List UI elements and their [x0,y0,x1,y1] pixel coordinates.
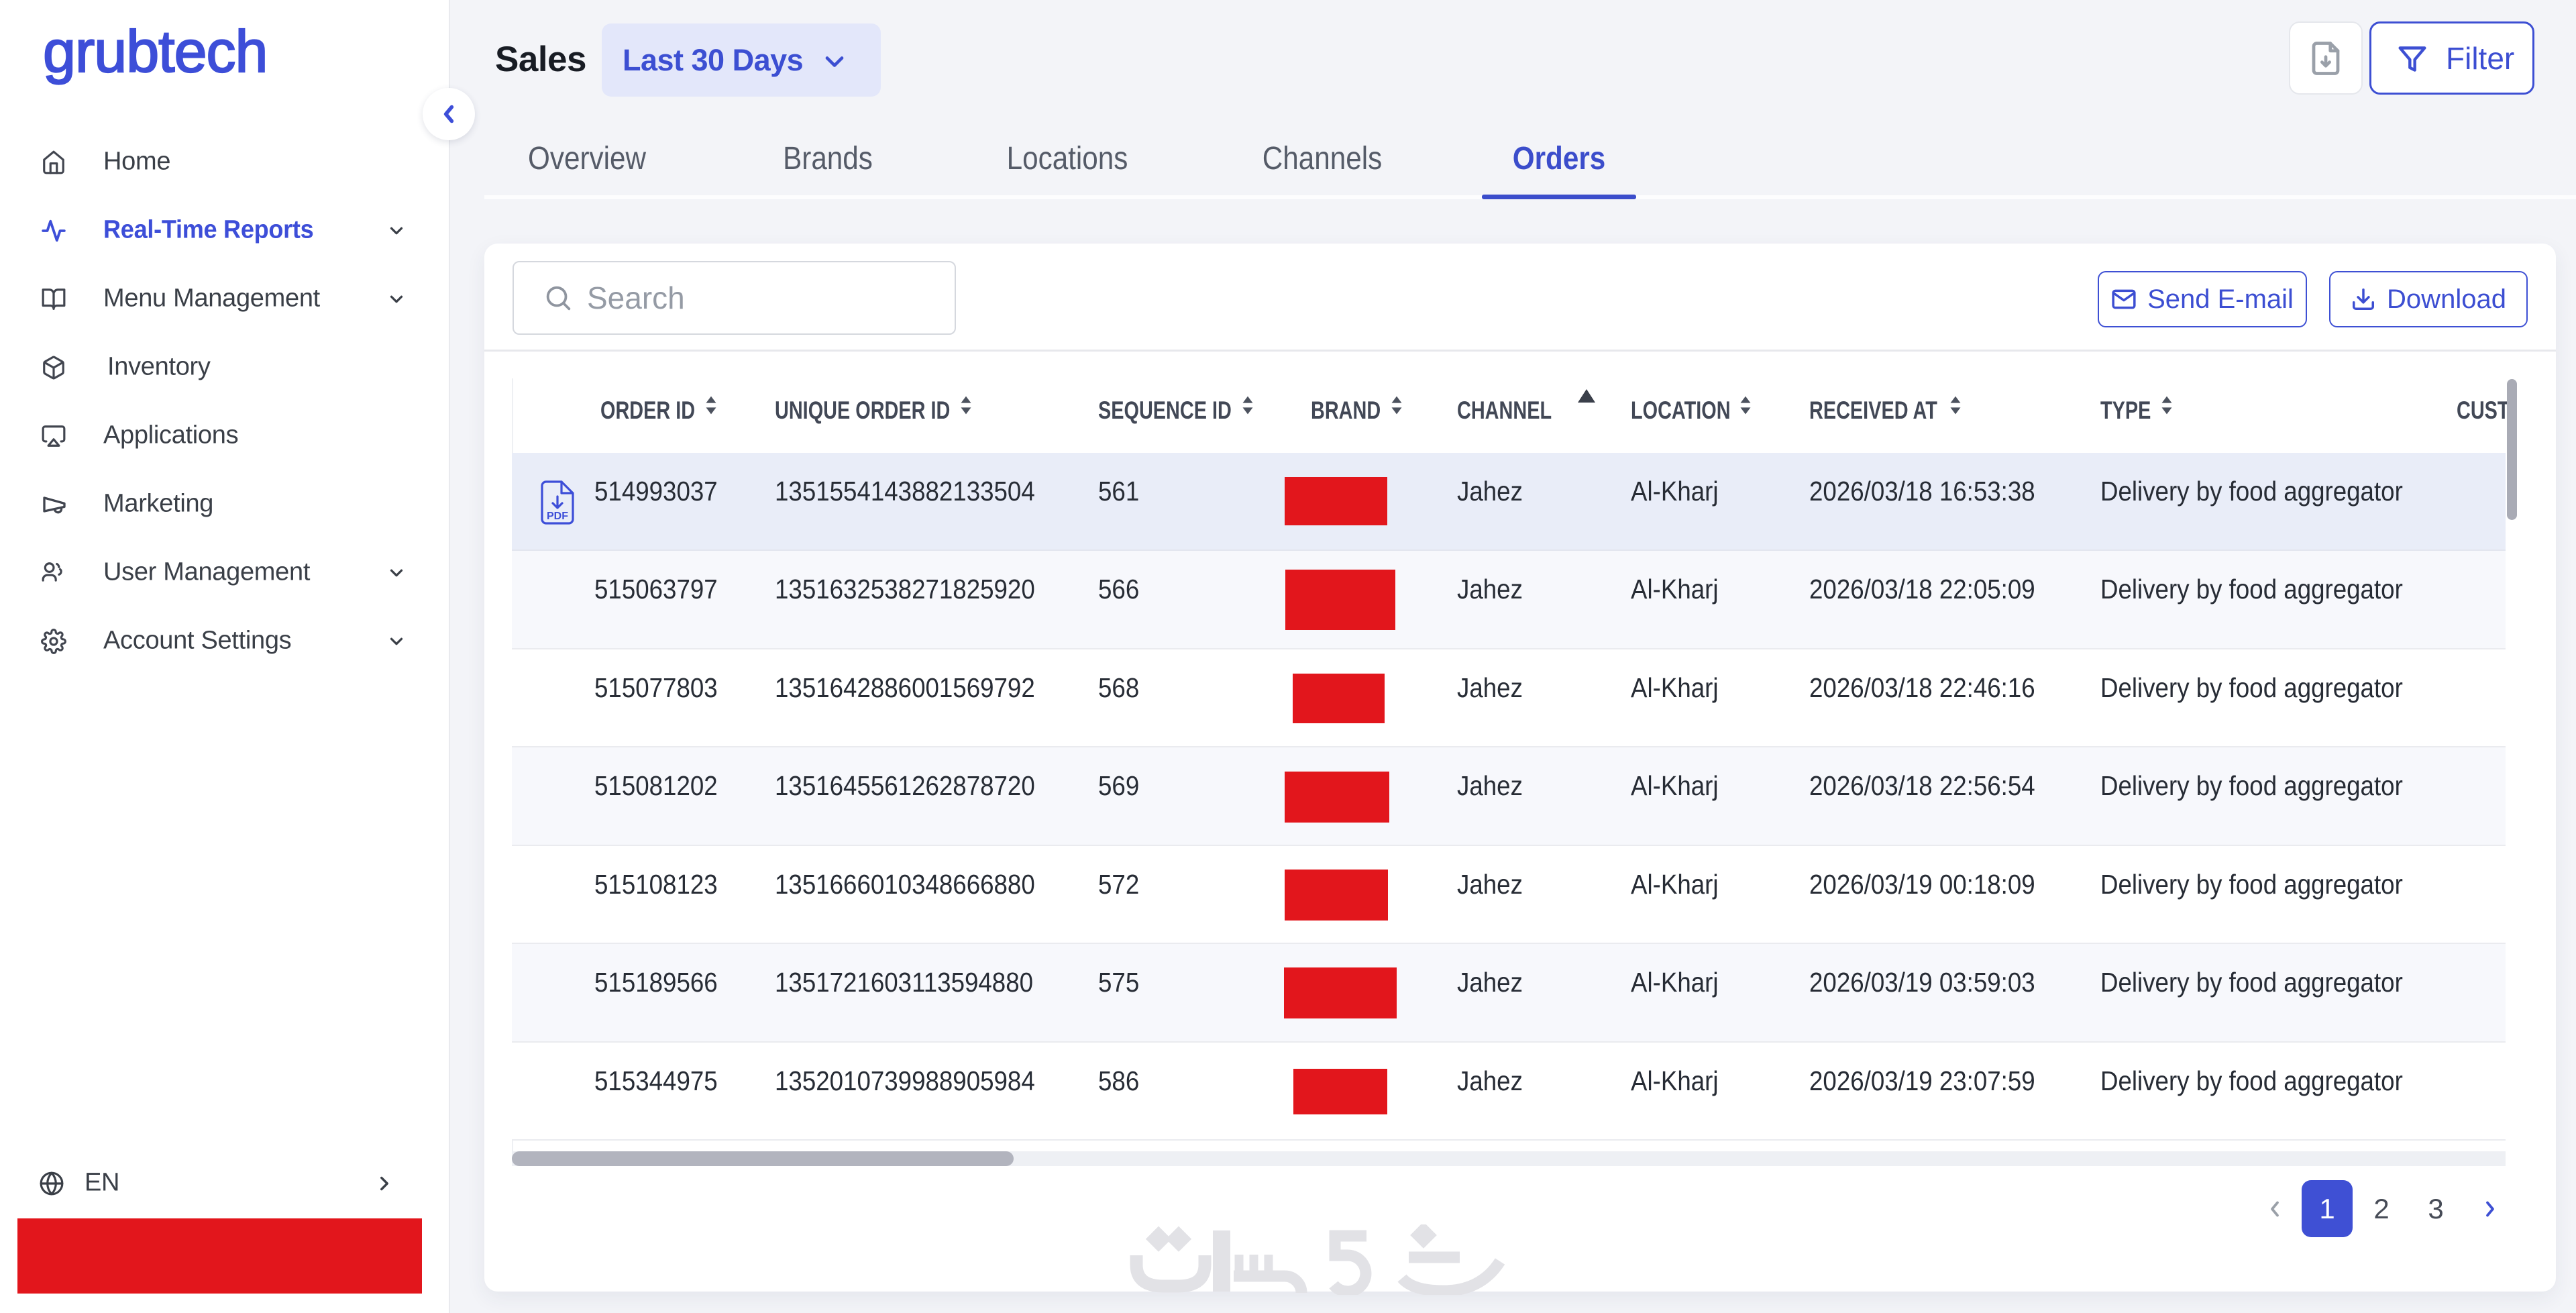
svg-text:PDF: PDF [547,511,568,522]
